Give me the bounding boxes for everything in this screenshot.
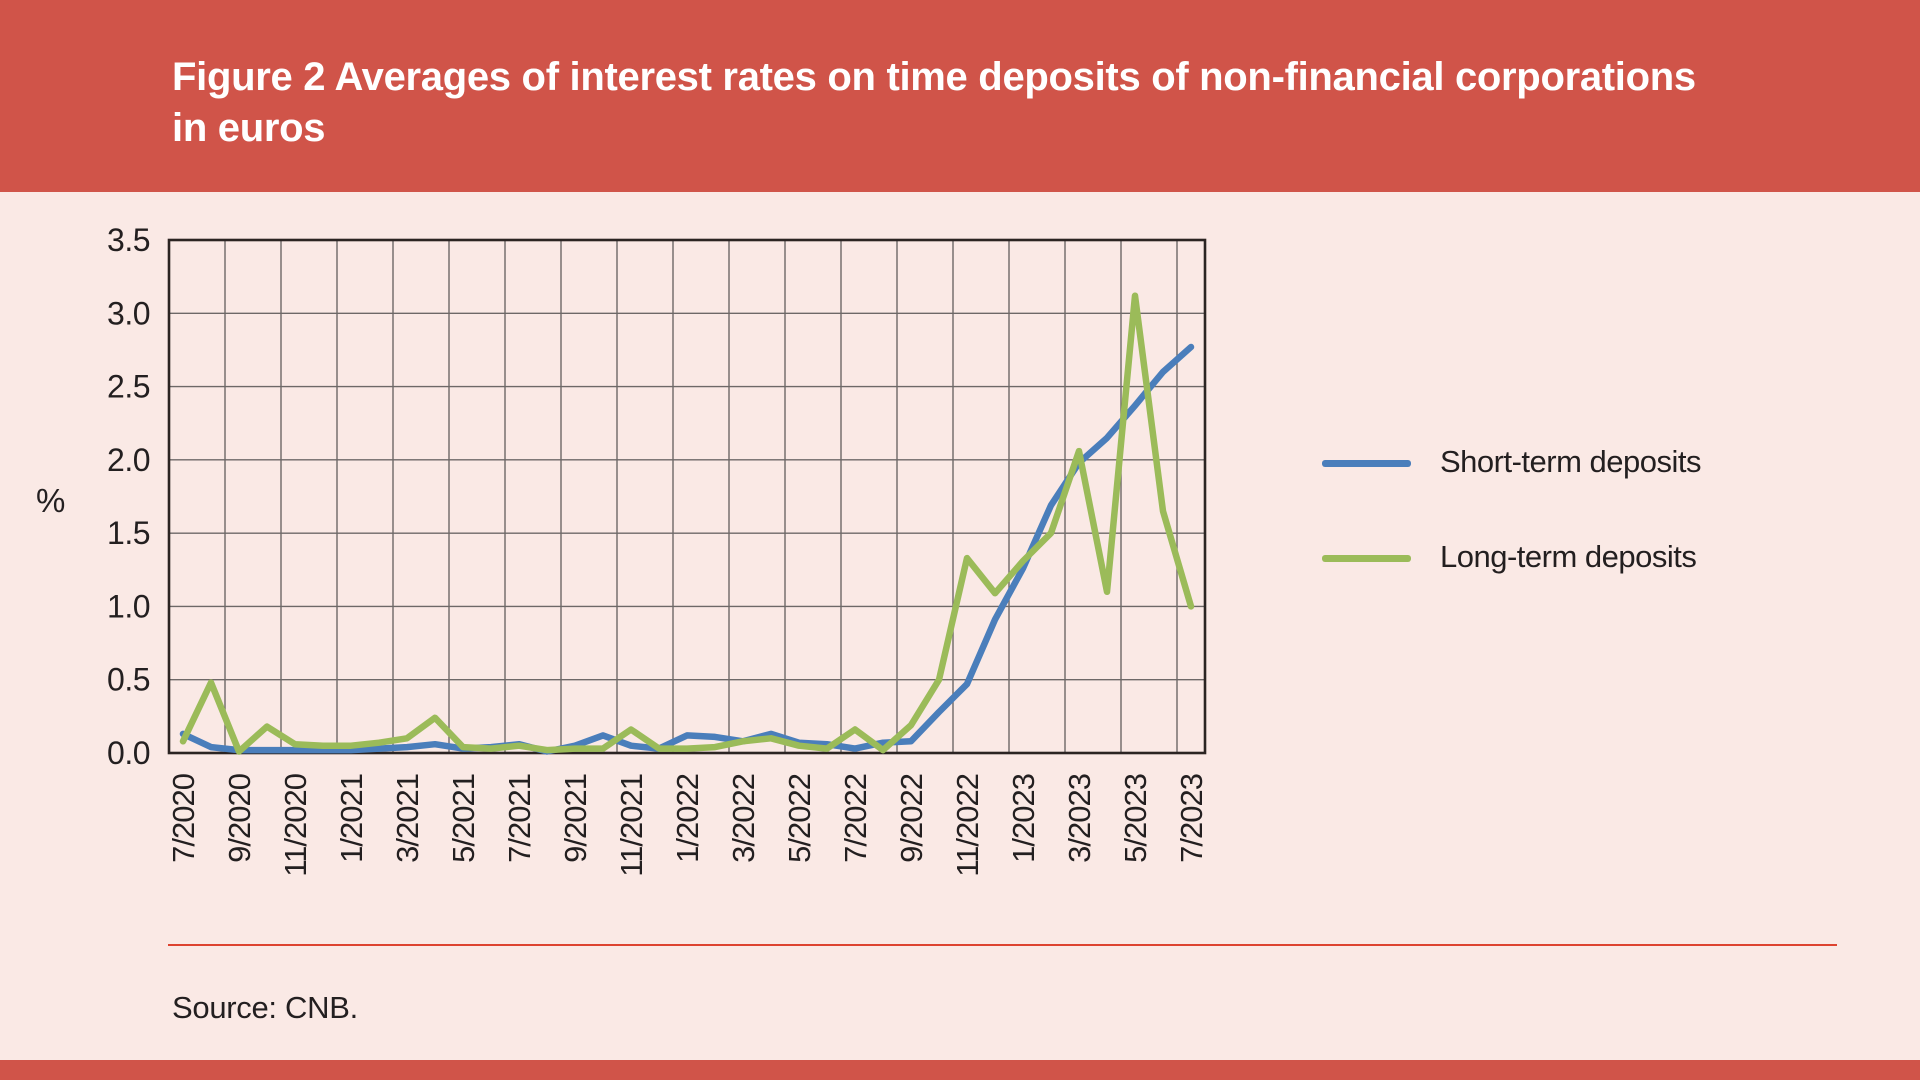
bottom-accent-bar bbox=[0, 1060, 1920, 1080]
y-tick-label: 2.5 bbox=[107, 369, 150, 405]
figure-title-line1: Figure 2 Averages of interest rates on t… bbox=[172, 55, 1696, 99]
x-tick-label: 11/2022 bbox=[950, 774, 985, 877]
x-tick-label: 5/2023 bbox=[1118, 774, 1153, 863]
footer-separator-rule bbox=[168, 944, 1837, 946]
x-tick-label: 7/2021 bbox=[502, 774, 537, 863]
y-axis-unit-label: % bbox=[36, 482, 65, 519]
x-tick-label: 11/2021 bbox=[614, 774, 649, 877]
y-tick-label: 3.0 bbox=[107, 295, 150, 331]
x-tick-label: 9/2020 bbox=[222, 773, 257, 863]
legend-label-long-term: Long-term deposits bbox=[1440, 539, 1697, 574]
y-tick-label: 1.5 bbox=[107, 515, 150, 551]
figure-title-banner: Figure 2 Averages of interest rates on t… bbox=[0, 0, 1920, 192]
x-tick-label: 7/2022 bbox=[838, 774, 873, 863]
figure-title: Figure 2 Averages of interest rates on t… bbox=[172, 52, 1892, 154]
legend-label-short-term: Short-term deposits bbox=[1440, 444, 1702, 479]
figure-title-line2: in euros bbox=[172, 106, 326, 150]
y-tick-label: 3.5 bbox=[107, 222, 150, 258]
y-tick-label: 2.0 bbox=[107, 442, 150, 478]
x-tick-label: 1/2021 bbox=[334, 774, 369, 863]
x-tick-label: 3/2022 bbox=[726, 774, 761, 863]
y-tick-label: 1.0 bbox=[107, 588, 150, 624]
x-tick-label: 11/2020 bbox=[278, 773, 313, 877]
x-tick-label: 1/2023 bbox=[1006, 774, 1041, 863]
x-tick-label: 9/2022 bbox=[894, 774, 929, 863]
x-tick-label: 3/2023 bbox=[1062, 774, 1097, 863]
y-tick-label: 0.0 bbox=[107, 735, 150, 771]
source-note: Source: CNB. bbox=[172, 990, 358, 1025]
x-tick-label: 7/2020 bbox=[166, 773, 201, 863]
long-term-line-swatch-icon bbox=[1322, 555, 1411, 562]
short-term-line-swatch-icon bbox=[1322, 460, 1411, 467]
series-line-long-term bbox=[179, 292, 1195, 755]
x-tick-label: 5/2021 bbox=[446, 774, 481, 863]
x-tick-label: 9/2021 bbox=[558, 774, 593, 863]
plot-border bbox=[167, 238, 1207, 755]
x-tick-label: 5/2022 bbox=[782, 774, 817, 863]
x-tick-label: 7/2023 bbox=[1174, 774, 1209, 863]
x-tick-label: 1/2022 bbox=[670, 774, 705, 863]
x-tick-label: 3/2021 bbox=[390, 774, 425, 863]
y-tick-label: 0.5 bbox=[107, 662, 150, 698]
series-line-short-term bbox=[179, 343, 1195, 755]
